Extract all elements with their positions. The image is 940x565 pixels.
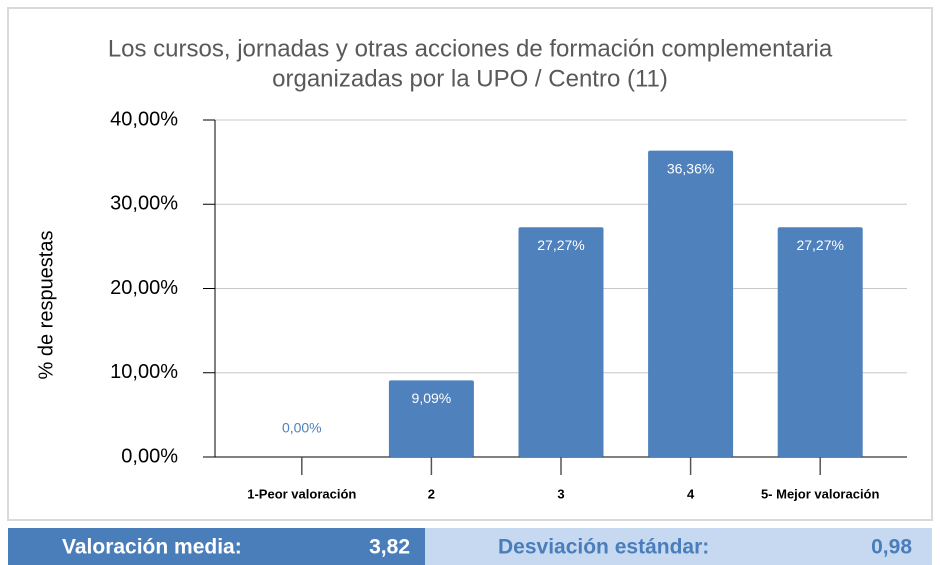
sd-value: 0,98 [871,536,912,559]
mean-box [8,528,425,565]
bar [648,150,734,458]
chart-title: Los cursos, jornadas y otras acciones de… [108,35,833,62]
y-tick-label: 30,00% [110,193,178,215]
data-label: 27,27% [537,237,584,253]
x-tick-label: 4 [687,486,695,501]
bar [518,227,604,457]
data-label: 9,09% [412,390,452,406]
y-tick-label: 40,00% [110,108,178,130]
bar [388,380,474,457]
x-tick-label: 3 [557,486,564,501]
mean-label: Valoración media: [62,536,242,559]
mean-value: 3,82 [369,536,410,559]
sd-box [425,528,932,565]
sd-label: Desviación estándar: [498,536,709,559]
x-tick-label: 1-Peor valoración [247,486,356,501]
x-tick-label: 5- Mejor valoración [761,486,880,501]
chart-title: organizadas por la UPO / Centro (11) [272,65,668,92]
data-label: 0,00% [282,420,322,436]
bar [777,227,863,457]
y-axis-label: % de respuestas [35,231,57,380]
y-tick-label: 10,00% [110,361,178,383]
y-tick-label: 20,00% [110,277,178,299]
y-tick-label: 0,00% [121,445,178,467]
data-label: 27,27% [796,237,843,253]
x-tick-label: 2 [428,486,435,501]
data-label: 36,36% [667,160,714,176]
